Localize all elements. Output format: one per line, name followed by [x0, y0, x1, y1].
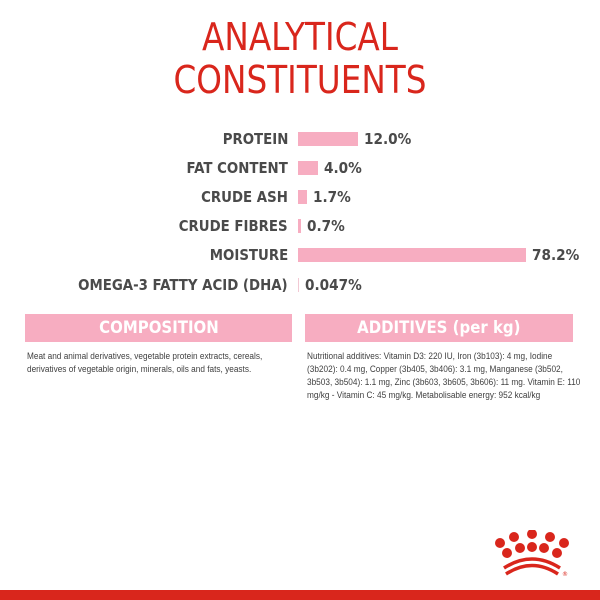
constituent-row-crude-ash: CRUDE ASH 1.7% — [0, 184, 600, 210]
constituent-label: CRUDE FIBRES — [179, 217, 288, 235]
composition-header: COMPOSITION — [25, 314, 292, 342]
constituent-bar — [298, 219, 301, 233]
composition-header-label: COMPOSITION — [98, 318, 219, 338]
constituent-value: 0.047% — [305, 276, 362, 294]
additives-header-label: ADDITIVES (per kg) — [357, 318, 521, 338]
constituent-value: 4.0% — [324, 159, 362, 177]
bottom-brand-bar — [0, 590, 600, 600]
constituent-label: MOISTURE — [209, 246, 288, 264]
additives-text-block: Nutritional additives: Vitamin D3: 220 I… — [307, 350, 581, 402]
crown-icon: ® — [495, 529, 569, 578]
constituent-row-fat-content: FAT CONTENT 4.0% — [0, 155, 600, 181]
constituent-label: FAT CONTENT — [186, 159, 288, 177]
constituent-row-moisture: MOISTURE 78.2% — [0, 242, 600, 268]
registered-mark: ® — [562, 571, 568, 578]
constituent-bar — [298, 278, 299, 292]
page-title: ANALYTICAL CONSTITUENTS — [42, 16, 558, 102]
constituent-bar — [298, 190, 307, 204]
constituent-value: 0.7% — [307, 217, 345, 235]
composition-text: Meat and animal derivatives, vegetable p… — [27, 351, 263, 375]
constituent-value: 12.0% — [364, 130, 412, 148]
brand-logo: ® — [494, 529, 574, 582]
constituent-label: PROTEIN — [222, 130, 288, 148]
title-line-1: ANALYTICAL — [202, 15, 398, 59]
constituent-bar — [298, 248, 526, 262]
additives-header: ADDITIVES (per kg) — [305, 314, 573, 342]
constituent-label: OMEGA-3 FATTY ACID (DHA) — [78, 276, 288, 294]
constituent-label: CRUDE ASH — [201, 188, 288, 206]
constituent-value: 78.2% — [532, 246, 580, 264]
constituent-row-protein: PROTEIN 12.0% — [0, 126, 600, 152]
constituent-bar — [298, 161, 318, 175]
composition-text-block: Meat and animal derivatives, vegetable p… — [27, 350, 297, 376]
additives-text: Nutritional additives: Vitamin D3: 220 I… — [307, 351, 581, 401]
constituent-bar — [298, 132, 358, 146]
title-line-2: CONSTITUENTS — [173, 58, 427, 102]
constituent-row-omega-3: OMEGA-3 FATTY ACID (DHA) 0.047% — [0, 272, 600, 298]
constituent-row-crude-fibres: CRUDE FIBRES 0.7% — [0, 213, 600, 239]
constituent-value: 1.7% — [313, 188, 351, 206]
